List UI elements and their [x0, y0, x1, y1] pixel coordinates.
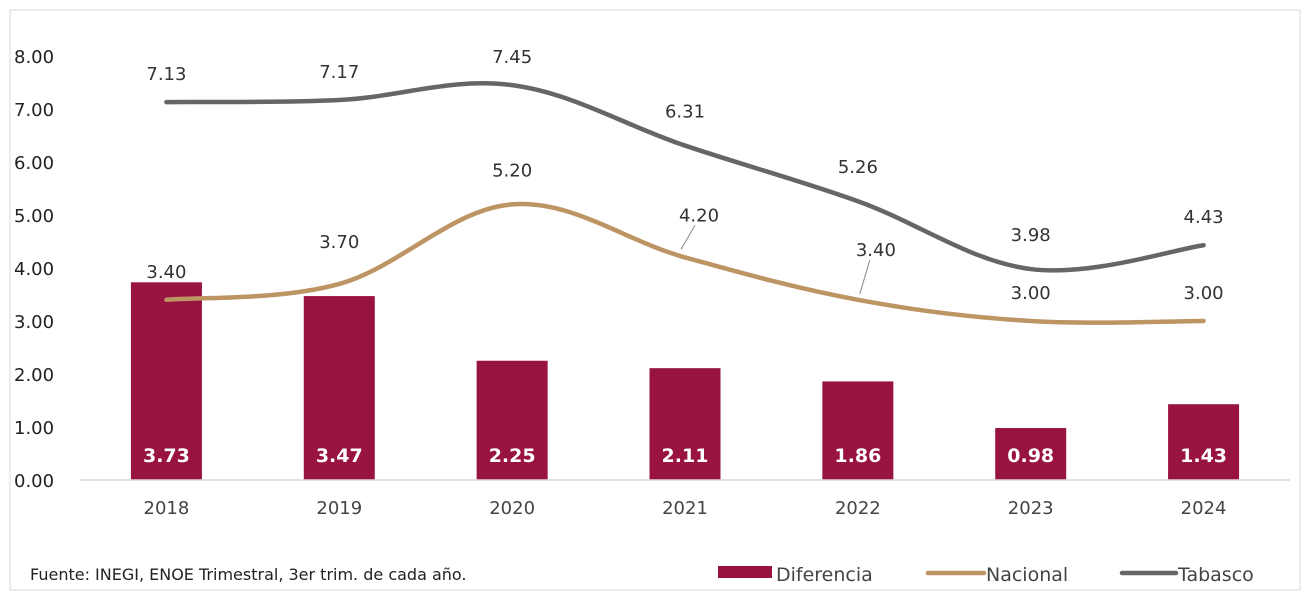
- x-tick-label: 2019: [316, 498, 362, 519]
- legend-label-nacional: Nacional: [986, 564, 1068, 586]
- bar: [995, 428, 1067, 480]
- line-nacional: [164, 201, 1206, 325]
- leader-line: [859, 259, 871, 294]
- x-tick-label: 2020: [489, 498, 535, 519]
- x-axis: 2018 2019 2020 2021 2022 2023 2024: [80, 479, 1290, 519]
- tabasco-label: 5.26: [838, 157, 878, 178]
- y-tick-label: 7.00: [14, 100, 54, 121]
- y-axis: 0.00 1.00 2.00 3.00 4.00 5.00 6.00 7.00 8.00: [14, 47, 54, 492]
- y-tick-label: 0.00: [14, 471, 54, 492]
- y-tick-label: 8.00: [14, 47, 54, 68]
- nacional-label: 5.20: [492, 160, 532, 181]
- tabasco-label: 7.17: [319, 62, 359, 83]
- y-tick-label: 5.00: [14, 206, 54, 227]
- chart-frame: [9, 9, 1301, 591]
- tabasco-label: 7.45: [492, 47, 532, 68]
- y-tick-label: 1.00: [14, 418, 54, 439]
- bar-label: 2.25: [489, 445, 536, 467]
- x-tick-label: 2021: [662, 498, 708, 519]
- tabasco-label: 6.31: [665, 102, 705, 123]
- nacional-label: 3.40: [146, 262, 186, 283]
- bar: [303, 296, 375, 480]
- bar-label: 3.47: [316, 445, 363, 467]
- legend-swatch-diferencia: [718, 566, 772, 578]
- source-note: Fuente: INEGI, ENOE Trimestral, 3er trim…: [30, 565, 467, 584]
- bar-label: 3.73: [143, 445, 190, 467]
- tabasco-label: 4.43: [1184, 207, 1224, 228]
- data-labels: 7.13 7.17 7.45 6.31 5.26 3.98 4.43 3.40 3.70 5.20…: [146, 47, 1223, 304]
- x-tick-label: 2023: [1008, 498, 1054, 519]
- y-tick-label: 6.00: [14, 153, 54, 174]
- y-tick-label: 4.00: [14, 259, 54, 280]
- bar: [822, 381, 894, 480]
- y-tick-label: 3.00: [14, 312, 54, 333]
- bar: [130, 282, 202, 480]
- nacional-label: 3.40: [856, 240, 896, 261]
- nacional-label: 3.70: [319, 232, 359, 253]
- x-tick-label: 2024: [1181, 498, 1227, 519]
- y-tick-label: 2.00: [14, 365, 54, 386]
- bar-series-diferencia: 3.73 3.47 2.25 2.11 1.86 0.98 1.43: [130, 282, 1240, 480]
- legend-label-tabasco: Tabasco: [1177, 564, 1254, 586]
- bar: [476, 360, 548, 480]
- legend: Diferencia Nacional Tabasco: [718, 564, 1254, 586]
- bar-label: 0.98: [1007, 445, 1054, 467]
- tabasco-label: 3.98: [1011, 225, 1051, 246]
- x-tick-label: 2018: [144, 498, 190, 519]
- bar: [649, 368, 721, 480]
- nacional-label: 4.20: [679, 205, 719, 226]
- nacional-label: 3.00: [1011, 283, 1051, 304]
- leader-line: [680, 225, 696, 250]
- line-series: [164, 81, 1206, 325]
- x-tick-label: 2022: [835, 498, 881, 519]
- bar: [1168, 404, 1240, 480]
- bar-label: 2.11: [662, 445, 709, 467]
- line-tabasco: [164, 81, 1206, 273]
- nacional-label: 3.00: [1184, 283, 1224, 304]
- bar-label: 1.43: [1180, 445, 1227, 467]
- tabasco-label: 7.13: [146, 64, 186, 85]
- bar-label: 1.86: [834, 445, 881, 467]
- legend-label-diferencia: Diferencia: [776, 564, 873, 586]
